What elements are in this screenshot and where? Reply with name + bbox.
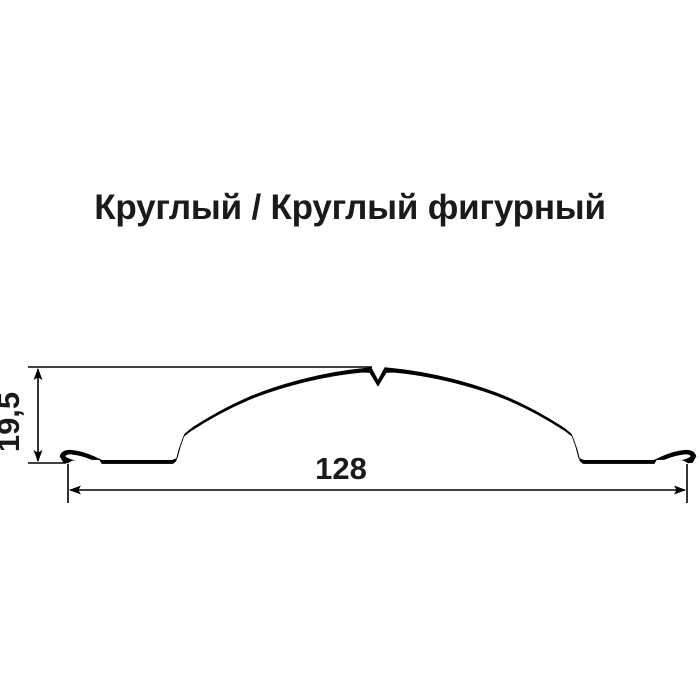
height-dimension-label: 19,5: [0, 392, 26, 452]
page-title: Круглый / Круглый фигурный: [94, 188, 606, 227]
profile-body-path: [59, 367, 697, 464]
hem-left-inner-void: [65, 454, 94, 461]
hem-right-inner-void: [662, 454, 691, 461]
width-dimension-label: 128: [315, 451, 367, 486]
profile-outline: [59, 367, 697, 464]
dimension-lines: [28, 366, 688, 503]
